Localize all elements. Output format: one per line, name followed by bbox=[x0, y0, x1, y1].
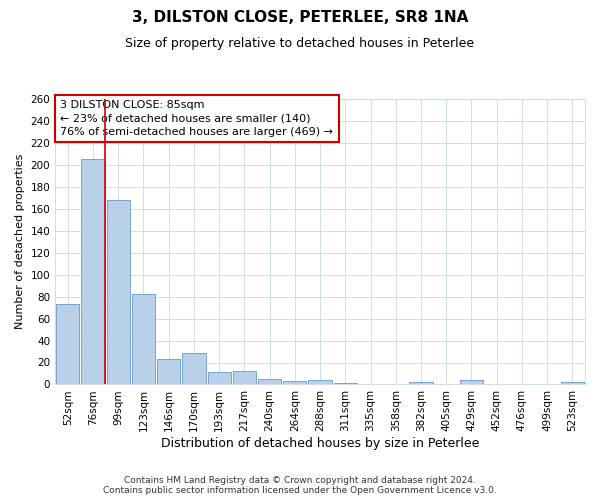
Bar bbox=[283, 381, 307, 384]
Text: Contains HM Land Registry data © Crown copyright and database right 2024.
Contai: Contains HM Land Registry data © Crown c… bbox=[103, 476, 497, 495]
Bar bbox=[258, 379, 281, 384]
X-axis label: Distribution of detached houses by size in Peterlee: Distribution of detached houses by size … bbox=[161, 437, 479, 450]
Bar bbox=[157, 359, 181, 384]
Bar bbox=[561, 382, 584, 384]
Bar bbox=[208, 372, 231, 384]
Text: 3 DILSTON CLOSE: 85sqm
← 23% of detached houses are smaller (140)
76% of semi-de: 3 DILSTON CLOSE: 85sqm ← 23% of detached… bbox=[61, 100, 334, 137]
Bar bbox=[233, 372, 256, 384]
Bar bbox=[56, 304, 79, 384]
Bar bbox=[182, 352, 206, 384]
Y-axis label: Number of detached properties: Number of detached properties bbox=[15, 154, 25, 330]
Bar bbox=[132, 294, 155, 384]
Bar bbox=[460, 380, 483, 384]
Bar bbox=[409, 382, 433, 384]
Text: Size of property relative to detached houses in Peterlee: Size of property relative to detached ho… bbox=[125, 38, 475, 51]
Bar bbox=[82, 160, 104, 384]
Bar bbox=[107, 200, 130, 384]
Bar bbox=[308, 380, 332, 384]
Text: 3, DILSTON CLOSE, PETERLEE, SR8 1NA: 3, DILSTON CLOSE, PETERLEE, SR8 1NA bbox=[132, 10, 468, 25]
